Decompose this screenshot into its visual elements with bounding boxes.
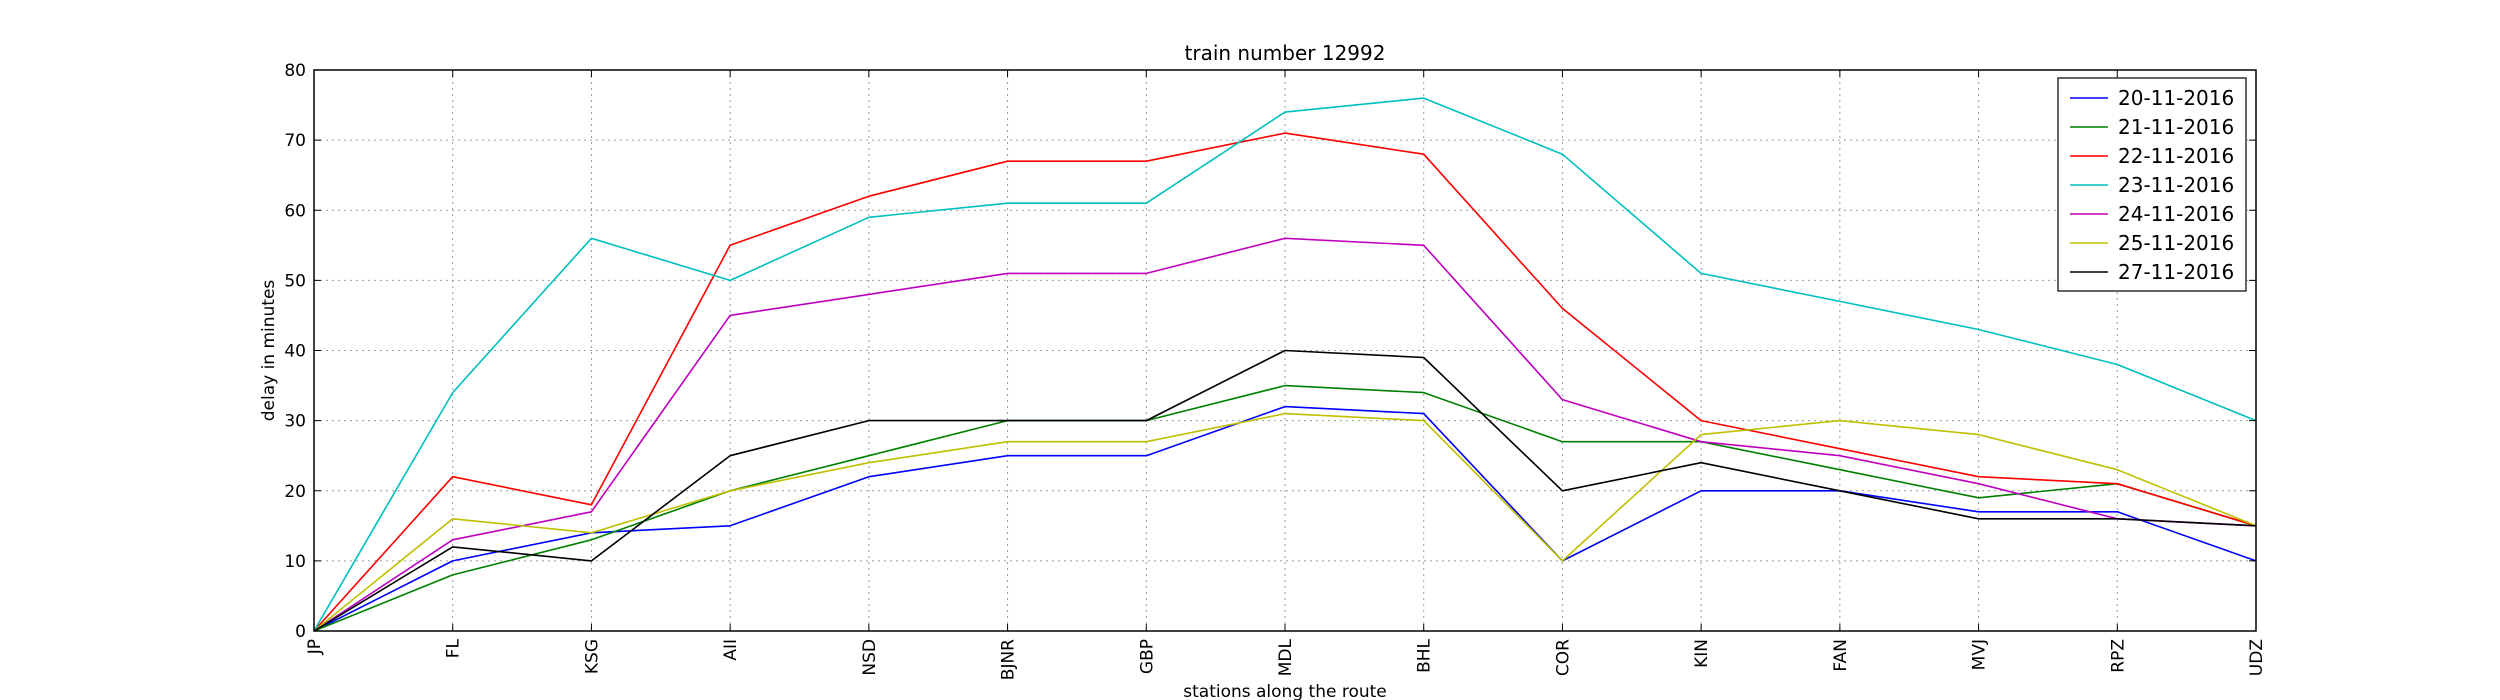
legend-label: 20-11-2016 bbox=[2118, 86, 2234, 110]
y-tick-label: 60 bbox=[284, 201, 306, 221]
x-tick-label: UDZ bbox=[2247, 639, 2267, 676]
series-line-22-11-2016 bbox=[313, 132, 2257, 632]
x-tick-label: KIN bbox=[1692, 639, 1712, 668]
x-tick-label: BHL bbox=[1415, 638, 1435, 672]
x-tick-label: MVJ bbox=[1970, 639, 1990, 670]
legend-label: 25-11-2016 bbox=[2118, 231, 2234, 255]
y-axis-label: delay in minutes bbox=[259, 280, 279, 422]
series-lines bbox=[313, 97, 2257, 632]
x-tick-label: KSG bbox=[582, 639, 602, 674]
x-axis-ticks: JP FL KSG AII NSD BJNR GBP MDL BHL COR KIN FAN MVJ RP… bbox=[305, 70, 2267, 680]
y-tick-label: 20 bbox=[284, 482, 306, 502]
series-line-21-11-2016 bbox=[313, 384, 2257, 632]
y-tick-label: 40 bbox=[284, 342, 306, 362]
series-line-27-11-2016 bbox=[313, 349, 2257, 632]
series-line-23-11-2016 bbox=[313, 97, 2257, 632]
x-tick-label: FAN bbox=[1831, 639, 1851, 672]
x-tick-label: JP bbox=[305, 639, 325, 655]
y-tick-label: 80 bbox=[284, 61, 306, 81]
y-tick-label: 0 bbox=[295, 622, 306, 642]
x-tick-label: AII bbox=[721, 639, 741, 661]
series-line-25-11-2016 bbox=[313, 412, 2257, 632]
chart-title: train number 12992 bbox=[1185, 41, 1386, 65]
x-tick-label: GBP bbox=[1137, 639, 1157, 674]
x-tick-label: BJNR bbox=[999, 639, 1019, 680]
legend: 20-11-2016 21-11-2016 22-11-2016 23-11-2016… bbox=[2057, 77, 2247, 292]
x-tick-label: RPZ bbox=[2108, 639, 2128, 673]
series-line-20-11-2016 bbox=[313, 405, 2257, 632]
x-tick-label: COR bbox=[1553, 639, 1573, 676]
legend-label: 24-11-2016 bbox=[2118, 202, 2234, 226]
x-tick-label: FL bbox=[444, 638, 464, 658]
y-tick-label: 30 bbox=[284, 412, 306, 432]
y-tick-label: 70 bbox=[284, 131, 306, 151]
y-tick-label: 10 bbox=[284, 552, 306, 572]
legend-label: 21-11-2016 bbox=[2118, 115, 2234, 139]
x-axis-label: stations along the route bbox=[1183, 682, 1387, 700]
legend-label: 23-11-2016 bbox=[2118, 173, 2234, 197]
legend-label: 22-11-2016 bbox=[2118, 144, 2234, 168]
series-line-24-11-2016 bbox=[313, 237, 2257, 632]
x-tick-label: MDL bbox=[1276, 638, 1296, 676]
x-tick-label: NSD bbox=[860, 639, 880, 676]
y-tick-label: 50 bbox=[284, 271, 306, 291]
legend-label: 27-11-2016 bbox=[2118, 260, 2234, 284]
y-axis-ticks: 0 10 20 30 40 50 60 70 80 bbox=[284, 61, 2256, 642]
